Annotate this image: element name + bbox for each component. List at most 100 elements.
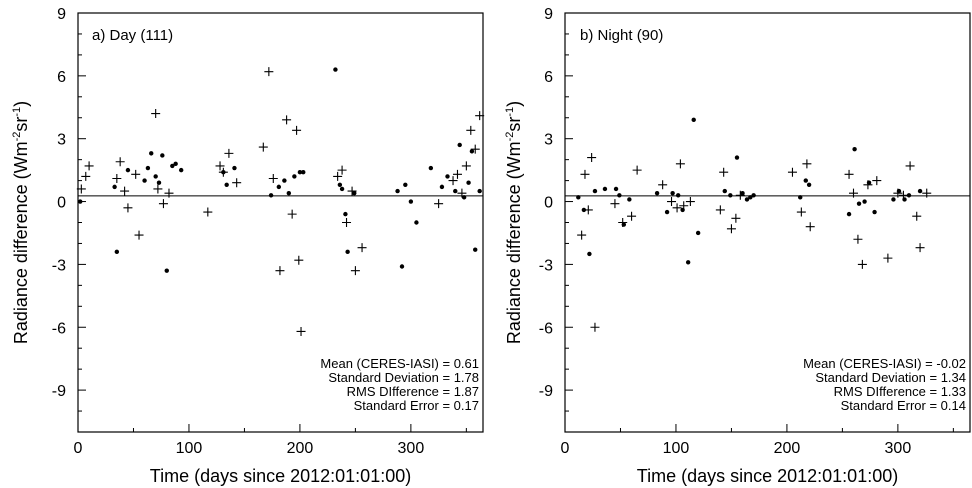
dot-point xyxy=(428,165,434,171)
x-tick-label: 300 xyxy=(885,440,912,457)
y-tick-label: 3 xyxy=(544,132,553,149)
y-tick-label: 0 xyxy=(57,195,66,212)
plus-point xyxy=(434,199,444,209)
dot-point xyxy=(149,151,154,156)
y-axis-title-main: Radiance difference (Wm xyxy=(504,141,524,344)
x-tick-label: 100 xyxy=(663,440,690,457)
plus-point xyxy=(153,184,163,194)
plus-point xyxy=(675,159,685,169)
dot-point xyxy=(473,247,478,252)
y-tick-label: -9 xyxy=(52,383,66,400)
dot-point xyxy=(734,155,740,160)
plus-point xyxy=(461,161,471,171)
dot-point xyxy=(414,220,419,225)
stat-line: Mean (CERES-IASI) = 0.61 xyxy=(320,356,479,371)
plus-point xyxy=(287,209,297,219)
y-axis-title-sup1: -2 xyxy=(504,132,516,142)
dot-point xyxy=(740,190,745,196)
plus-point xyxy=(134,230,144,240)
plus-point xyxy=(350,266,360,276)
plus-point xyxy=(802,159,812,169)
dot-point xyxy=(178,167,184,173)
plus-point xyxy=(218,167,228,177)
dot-point xyxy=(164,268,169,273)
plus-point xyxy=(347,186,357,196)
dot-point xyxy=(592,188,598,194)
dot-point xyxy=(862,199,867,204)
plus-point xyxy=(76,184,86,194)
plus-point xyxy=(224,148,234,158)
plus-point xyxy=(123,203,133,213)
x-tick-label: 200 xyxy=(287,440,314,457)
dot-point xyxy=(722,188,727,194)
plus-point xyxy=(731,213,741,223)
plus-point xyxy=(337,165,347,175)
x-tick-label: 300 xyxy=(398,440,425,457)
dot-point xyxy=(333,67,338,72)
plus-point xyxy=(848,188,858,198)
dot-point xyxy=(268,193,274,198)
plus-point xyxy=(632,165,642,175)
stat-line: Standard Deviation = 1.78 xyxy=(328,370,479,385)
y-tick-label: 6 xyxy=(544,69,553,86)
dot-point xyxy=(806,182,812,187)
dot-point xyxy=(439,184,445,190)
dot-point xyxy=(173,161,178,167)
stat-line: Standard Error = 0.17 xyxy=(354,398,479,413)
x-tick-label: 0 xyxy=(74,440,83,457)
dot-point xyxy=(654,190,660,196)
plus-point xyxy=(618,218,628,227)
dot-point xyxy=(728,193,733,198)
dot-point xyxy=(78,199,83,204)
dot-point xyxy=(613,186,619,192)
plus-point xyxy=(151,109,161,119)
dot-point xyxy=(670,190,675,196)
dot-point xyxy=(395,188,400,194)
dot-point xyxy=(691,117,696,123)
dot-point xyxy=(352,190,357,196)
x-axis-title: Time (days since 2012:01:01:00) xyxy=(637,466,898,486)
plus-point xyxy=(282,115,292,125)
dot-point xyxy=(403,182,408,187)
dot-point xyxy=(602,186,608,192)
plus-point xyxy=(590,322,600,332)
y-axis-title-end: ) xyxy=(504,101,524,107)
plus-point xyxy=(672,203,682,213)
plus-point xyxy=(164,188,174,198)
plus-point xyxy=(915,243,925,253)
plus-point xyxy=(577,230,587,240)
dot-point xyxy=(156,180,162,185)
plus-point xyxy=(583,205,593,215)
dot-point xyxy=(292,174,297,179)
y-axis-title: Radiance difference (Wm-2sr-1) xyxy=(11,101,31,344)
plus-point xyxy=(912,211,922,221)
plus-point xyxy=(787,167,797,177)
stat-line: Standard Deviation = 1.34 xyxy=(815,370,966,385)
plus-point xyxy=(342,218,352,227)
dot-point xyxy=(576,195,581,200)
dot-point xyxy=(891,197,896,202)
dot-point xyxy=(232,165,237,171)
y-axis-title-sup2: -1 xyxy=(504,107,516,117)
x-tick-label: 0 xyxy=(561,440,570,457)
dot-point xyxy=(160,153,165,158)
dot-point xyxy=(343,211,348,217)
plus-point xyxy=(719,167,729,177)
y-axis-title-sup1: -2 xyxy=(11,132,23,142)
plus-point xyxy=(587,153,597,163)
dot-point xyxy=(224,182,229,187)
plus-point xyxy=(112,174,122,184)
plus-point xyxy=(863,180,873,190)
plus-point xyxy=(883,253,893,263)
y-tick-label: -6 xyxy=(539,320,553,337)
dot-point xyxy=(345,249,350,255)
dot-point xyxy=(748,195,753,200)
dot-point xyxy=(457,142,462,148)
dot-point xyxy=(587,251,592,257)
dot-point xyxy=(399,264,405,269)
plus-point xyxy=(452,169,462,179)
dot-point xyxy=(751,193,756,198)
plus-point xyxy=(667,197,677,207)
